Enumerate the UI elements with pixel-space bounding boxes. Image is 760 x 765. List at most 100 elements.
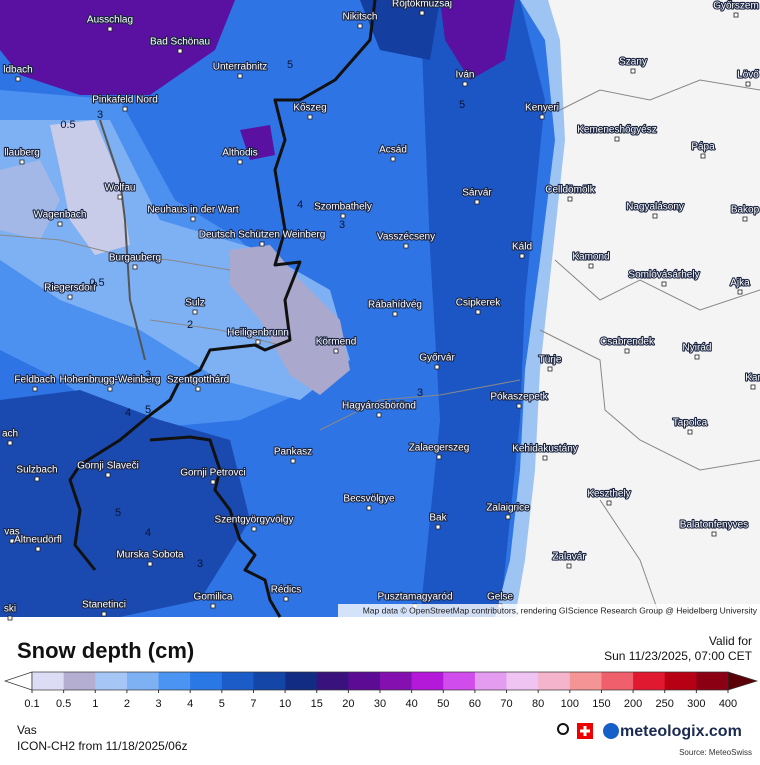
place-marker bbox=[652, 213, 658, 219]
place-label: Tapolca bbox=[673, 418, 708, 429]
place-marker bbox=[32, 386, 38, 392]
footer: Snow depth (cm) Valid for Sun 11/23/2025… bbox=[17, 634, 753, 757]
place-marker bbox=[606, 500, 612, 506]
colorbar-swatch bbox=[569, 672, 602, 690]
colorbar-swatch bbox=[63, 672, 96, 690]
colorbar-swatch bbox=[95, 672, 128, 690]
place-marker bbox=[474, 199, 480, 205]
place-label: Stanetinci bbox=[82, 600, 126, 611]
contour-label: 2 bbox=[187, 319, 193, 331]
map: Ausschlag Bad Schönau Unterrabnitz Nikitsch… bbox=[0, 0, 760, 621]
contour-label: 3 bbox=[97, 109, 103, 121]
colorbar-tick-label: 300 bbox=[687, 698, 705, 710]
snow-zone bbox=[0, 390, 250, 617]
place-label: Zalavár bbox=[552, 552, 586, 563]
place-label: Bad Schönau bbox=[150, 37, 210, 48]
snow-zone bbox=[240, 125, 275, 160]
place-label: Gelse bbox=[487, 592, 514, 603]
attribution-box bbox=[338, 604, 760, 617]
colorbar-tick-label: 10 bbox=[279, 698, 291, 710]
place-label: Szombathely bbox=[314, 202, 372, 213]
place-label: Győrvár bbox=[419, 353, 455, 364]
place-label: Vasszécseny bbox=[377, 232, 435, 243]
place-label: Kehidakustány bbox=[512, 444, 578, 455]
place-marker bbox=[745, 81, 751, 87]
place-label: Kar bbox=[745, 373, 760, 384]
place-marker bbox=[403, 243, 409, 249]
snow-zone bbox=[420, 0, 545, 617]
place-marker bbox=[475, 309, 481, 315]
contour-label: 3 bbox=[417, 387, 423, 399]
place-label: Hohenbrugg-Weinberg bbox=[60, 375, 161, 386]
snow-zone bbox=[0, 0, 235, 95]
snow-zone bbox=[50, 120, 130, 255]
colorbar-tick-label: 30 bbox=[374, 698, 386, 710]
place-marker bbox=[255, 339, 261, 345]
place-marker bbox=[195, 386, 201, 392]
place-label: Zalaigrice bbox=[486, 503, 530, 514]
place-marker bbox=[750, 384, 756, 390]
place-marker bbox=[376, 412, 382, 418]
place-marker bbox=[436, 454, 442, 460]
place-label: Pápa bbox=[691, 142, 715, 153]
place-marker bbox=[588, 263, 594, 269]
place-marker bbox=[210, 479, 216, 485]
snow-zone bbox=[440, 0, 515, 80]
place-label: ldbach bbox=[3, 65, 32, 76]
place-marker bbox=[190, 216, 196, 222]
brand: meteologix.com bbox=[620, 723, 742, 740]
colorbar-swatch bbox=[190, 672, 223, 690]
place-label: Pusztamagyaród bbox=[377, 592, 452, 603]
place-label: Gomilica bbox=[194, 592, 233, 603]
colorbar-tick-label: 100 bbox=[561, 698, 579, 710]
colorbar-tick-label: 15 bbox=[311, 698, 323, 710]
place-label: Deutsch Schützen Weinberg bbox=[199, 230, 326, 241]
place-label: Wagenbach bbox=[34, 210, 87, 221]
valid-label: Valid for bbox=[709, 634, 752, 648]
place-marker bbox=[15, 76, 21, 82]
place-marker bbox=[122, 106, 128, 112]
place-label: Káld bbox=[512, 242, 532, 253]
colorbar-swatch bbox=[285, 672, 318, 690]
place-marker bbox=[237, 159, 243, 165]
place-label: Heiligenbrunn bbox=[227, 328, 289, 339]
place-marker bbox=[630, 68, 636, 74]
place-marker bbox=[192, 309, 198, 315]
place-marker bbox=[614, 136, 620, 142]
place-label: Hagyárosbörönd bbox=[342, 401, 416, 412]
colorbar-tick-label: 0.1 bbox=[24, 698, 39, 710]
place-label: Csipkerek bbox=[456, 298, 501, 309]
place-label: Somlóvásárhely bbox=[628, 270, 699, 281]
contour-label: 4 bbox=[145, 527, 151, 539]
colorbar-swatch bbox=[158, 672, 191, 690]
attribution: Map data © OpenStreetMap contributors, r… bbox=[363, 605, 758, 615]
colorbar-tick-label: 80 bbox=[532, 698, 544, 710]
place-label: Bak bbox=[429, 513, 447, 524]
region: Vas bbox=[17, 723, 37, 737]
place-marker bbox=[392, 311, 398, 317]
place-marker bbox=[307, 114, 313, 120]
place-marker bbox=[733, 12, 739, 18]
place-marker bbox=[516, 403, 522, 409]
place-label: Ajka bbox=[730, 278, 750, 289]
brand-logo bbox=[603, 723, 619, 739]
place-label: Pankasz bbox=[274, 447, 312, 458]
contour-label: 3 bbox=[145, 369, 151, 381]
place-label: llauberg bbox=[4, 148, 40, 159]
place-marker bbox=[624, 348, 630, 354]
colorbar-tick-label: 5 bbox=[219, 698, 225, 710]
colorbar-over bbox=[727, 671, 759, 691]
place-marker bbox=[283, 596, 289, 602]
contour-label: 4 bbox=[297, 199, 303, 211]
contour-label: 0.5 bbox=[89, 277, 104, 289]
place-label: Szentgotthárd bbox=[167, 375, 229, 386]
place-label: ski bbox=[4, 604, 16, 615]
place-marker bbox=[462, 81, 468, 87]
place-label: Szentgyörgyvölgy bbox=[215, 515, 294, 526]
place-label: Burgauberg bbox=[109, 253, 161, 264]
place-label: Altneudörfl bbox=[14, 535, 62, 546]
model-run: ICON-CH2 from 11/18/2025/06z bbox=[17, 739, 188, 753]
place-label: Balatonfenyves bbox=[680, 520, 748, 531]
contour-label: 5 bbox=[287, 59, 293, 71]
